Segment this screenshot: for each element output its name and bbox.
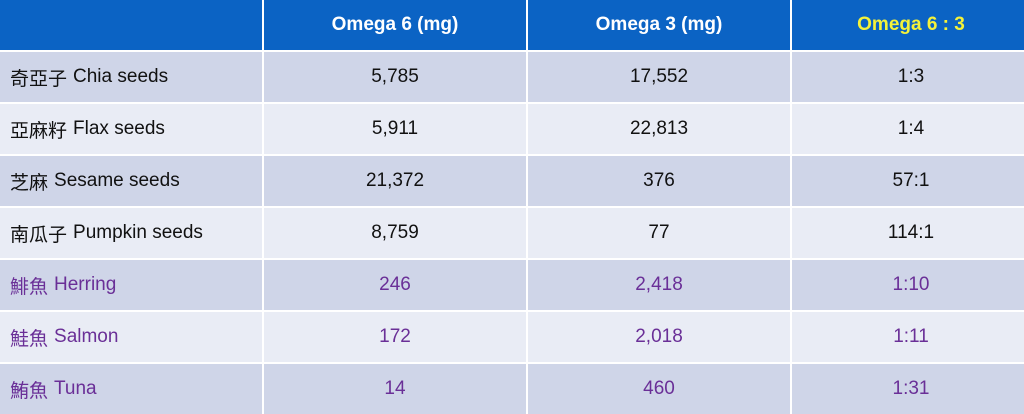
header-ratio: Omega 6 : 3 bbox=[792, 0, 1024, 50]
row-label: 鮪魚 Tuna bbox=[0, 364, 262, 414]
header-omega3: Omega 3 (mg) bbox=[528, 0, 790, 50]
omega6-cell: 246 bbox=[264, 260, 526, 310]
label-name: Herring bbox=[54, 274, 117, 295]
omega3-cell: 77 bbox=[528, 208, 790, 258]
row-label: 鮭魚 Salmon bbox=[0, 312, 262, 362]
omega3-cell: 376 bbox=[528, 156, 790, 206]
row-label: 芝麻 Sesame seeds bbox=[0, 156, 262, 206]
omega3-cell: 2,418 bbox=[528, 260, 790, 310]
ratio-cell: 1:3 bbox=[792, 52, 1024, 102]
label-cjk: 芝麻 bbox=[10, 171, 49, 194]
omega3-cell: 17,552 bbox=[528, 52, 790, 102]
label-cjk: 鯡魚 bbox=[10, 275, 49, 298]
row-label: 南瓜子 Pumpkin seeds bbox=[0, 208, 262, 258]
header-blank bbox=[0, 0, 262, 50]
label-name: Pumpkin seeds bbox=[73, 222, 203, 243]
label-name: Tuna bbox=[54, 378, 97, 399]
omega6-cell: 21,372 bbox=[264, 156, 526, 206]
label-name: Flax seeds bbox=[73, 118, 165, 139]
omega6-cell: 5,785 bbox=[264, 52, 526, 102]
row-label: 奇亞子 Chia seeds bbox=[0, 52, 262, 102]
label-cjk: 奇亞子 bbox=[10, 67, 68, 90]
omega6-cell: 5,911 bbox=[264, 104, 526, 154]
label-cjk: 鮭魚 bbox=[10, 327, 49, 350]
row-label: 亞麻籽 Flax seeds bbox=[0, 104, 262, 154]
ratio-cell: 114:1 bbox=[792, 208, 1024, 258]
label-name: Chia seeds bbox=[73, 66, 169, 87]
omega3-cell: 2,018 bbox=[528, 312, 790, 362]
ratio-cell: 1:4 bbox=[792, 104, 1024, 154]
label-name: Sesame seeds bbox=[54, 170, 180, 191]
label-cjk: 鮪魚 bbox=[10, 379, 49, 402]
ratio-cell: 1:11 bbox=[792, 312, 1024, 362]
omega6-cell: 172 bbox=[264, 312, 526, 362]
omega3-cell: 22,813 bbox=[528, 104, 790, 154]
ratio-cell: 57:1 bbox=[792, 156, 1024, 206]
header-omega6: Omega 6 (mg) bbox=[264, 0, 526, 50]
ratio-cell: 1:31 bbox=[792, 364, 1024, 414]
omega3-cell: 460 bbox=[528, 364, 790, 414]
row-label: 鯡魚 Herring bbox=[0, 260, 262, 310]
label-cjk: 南瓜子 bbox=[10, 223, 68, 246]
ratio-cell: 1:10 bbox=[792, 260, 1024, 310]
label-cjk: 亞麻籽 bbox=[10, 119, 68, 142]
omega6-cell: 14 bbox=[264, 364, 526, 414]
omega6-cell: 8,759 bbox=[264, 208, 526, 258]
label-name: Salmon bbox=[54, 326, 119, 347]
